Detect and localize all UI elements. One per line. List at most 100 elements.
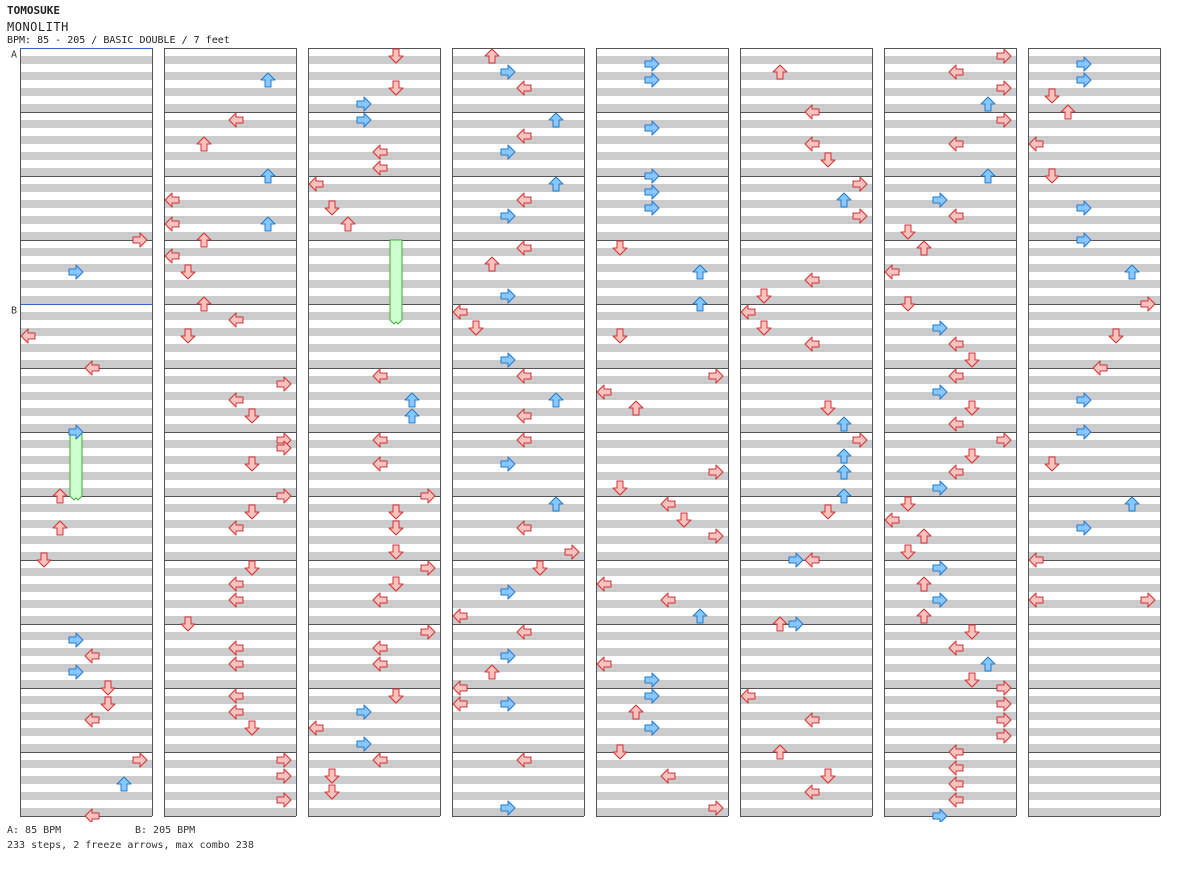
step-arrow-right-icon xyxy=(644,72,660,88)
step-arrow-up-icon xyxy=(692,264,708,280)
step-arrow-left-icon xyxy=(372,160,388,176)
step-arrow-up-icon xyxy=(52,520,68,536)
step-arrow-left-icon xyxy=(516,240,532,256)
step-arrow-left-icon xyxy=(452,608,468,624)
step-arrow-right-icon xyxy=(932,192,948,208)
step-arrow-left-icon xyxy=(948,136,964,152)
step-arrow-down-icon xyxy=(820,152,836,168)
step-arrow-up-icon xyxy=(484,664,500,680)
step-arrow-left-icon xyxy=(948,464,964,480)
step-arrow-up-icon xyxy=(916,608,932,624)
step-arrow-down-icon xyxy=(388,688,404,704)
step-arrow-left-icon xyxy=(452,696,468,712)
step-arrow-right-icon xyxy=(644,184,660,200)
chart-column xyxy=(20,48,153,817)
step-arrow-up-icon xyxy=(1060,104,1076,120)
step-arrow-left-icon xyxy=(372,656,388,672)
step-arrow-left-icon xyxy=(516,408,532,424)
step-arrow-left-icon xyxy=(948,744,964,760)
step-arrow-left-icon xyxy=(948,760,964,776)
step-arrow-left-icon xyxy=(228,688,244,704)
step-arrow-right-icon xyxy=(996,48,1012,64)
step-arrow-right-icon xyxy=(996,712,1012,728)
step-arrow-down-icon xyxy=(612,328,628,344)
step-arrow-down-icon xyxy=(612,480,628,496)
step-arrow-left-icon xyxy=(452,680,468,696)
step-arrow-right-icon xyxy=(1076,424,1092,440)
step-arrow-right-icon xyxy=(132,752,148,768)
step-arrow-right-icon xyxy=(276,752,292,768)
artist-name: TOMOSUKE xyxy=(7,4,60,17)
step-arrow-left-icon xyxy=(228,312,244,328)
step-arrow-right-icon xyxy=(788,616,804,632)
step-arrow-right-icon xyxy=(996,80,1012,96)
step-arrow-left-icon xyxy=(948,640,964,656)
step-arrow-left-icon xyxy=(948,208,964,224)
step-arrow-down-icon xyxy=(100,680,116,696)
step-arrow-down-icon xyxy=(900,496,916,512)
step-arrow-up-icon xyxy=(836,192,852,208)
step-arrow-right-icon xyxy=(356,96,372,112)
step-arrow-right-icon xyxy=(420,560,436,576)
step-arrow-right-icon xyxy=(500,144,516,160)
step-arrow-up-icon xyxy=(980,168,996,184)
bpm-legend-a: A: 85 BPM xyxy=(7,825,62,836)
step-arrow-up-icon xyxy=(772,744,788,760)
step-arrow-down-icon xyxy=(1044,88,1060,104)
chart-column xyxy=(308,48,441,817)
step-arrow-left-icon xyxy=(804,272,820,288)
step-arrow-right-icon xyxy=(1140,592,1156,608)
step-arrow-down-icon xyxy=(36,552,52,568)
step-arrow-down-icon xyxy=(244,408,260,424)
step-arrow-down-icon xyxy=(820,400,836,416)
step-arrow-right-icon xyxy=(996,112,1012,128)
step-arrow-left-icon xyxy=(84,712,100,728)
step-arrow-up-icon xyxy=(916,576,932,592)
step-arrow-left-icon xyxy=(372,456,388,472)
step-arrow-left-icon xyxy=(516,192,532,208)
step-arrow-up-icon xyxy=(484,256,500,272)
step-arrow-down-icon xyxy=(388,520,404,536)
step-arrow-down-icon xyxy=(964,352,980,368)
step-arrow-left-icon xyxy=(660,768,676,784)
step-arrow-down-icon xyxy=(900,296,916,312)
step-arrow-down-icon xyxy=(820,504,836,520)
step-arrow-right-icon xyxy=(420,488,436,504)
step-arrow-left-icon xyxy=(372,640,388,656)
step-arrow-down-icon xyxy=(756,288,772,304)
step-arrow-down-icon xyxy=(820,768,836,784)
step-arrow-down-icon xyxy=(756,320,772,336)
step-arrow-left-icon xyxy=(516,80,532,96)
step-arrow-right-icon xyxy=(708,368,724,384)
step-arrow-right-icon xyxy=(68,664,84,680)
step-arrow-up-icon xyxy=(916,528,932,544)
step-arrow-right-icon xyxy=(132,232,148,248)
step-arrow-up-icon xyxy=(404,392,420,408)
step-arrow-right-icon xyxy=(500,648,516,664)
bpm-marker-label: A xyxy=(11,50,17,61)
step-arrow-left-icon xyxy=(660,592,676,608)
step-arrow-down-icon xyxy=(244,560,260,576)
step-arrow-up-icon xyxy=(980,96,996,112)
step-arrow-left-icon xyxy=(228,520,244,536)
step-arrow-left-icon xyxy=(948,776,964,792)
step-arrow-up-icon xyxy=(836,448,852,464)
step-arrow-left-icon xyxy=(596,384,612,400)
step-arrow-left-icon xyxy=(948,368,964,384)
step-arrow-left-icon xyxy=(948,64,964,80)
step-arrow-down-icon xyxy=(388,80,404,96)
step-arrow-left-icon xyxy=(228,656,244,672)
step-arrow-left-icon xyxy=(228,592,244,608)
step-arrow-left-icon xyxy=(516,624,532,640)
step-arrow-up-icon xyxy=(628,704,644,720)
step-arrow-right-icon xyxy=(932,480,948,496)
step-arrow-right-icon xyxy=(1076,200,1092,216)
step-arrow-left-icon xyxy=(308,176,324,192)
step-arrow-left-icon xyxy=(804,712,820,728)
step-arrow-right-icon xyxy=(852,208,868,224)
chart-column xyxy=(596,48,729,817)
step-arrow-up-icon xyxy=(692,296,708,312)
step-arrow-up-icon xyxy=(260,72,276,88)
step-arrow-right-icon xyxy=(644,688,660,704)
step-arrow-down-icon xyxy=(532,560,548,576)
